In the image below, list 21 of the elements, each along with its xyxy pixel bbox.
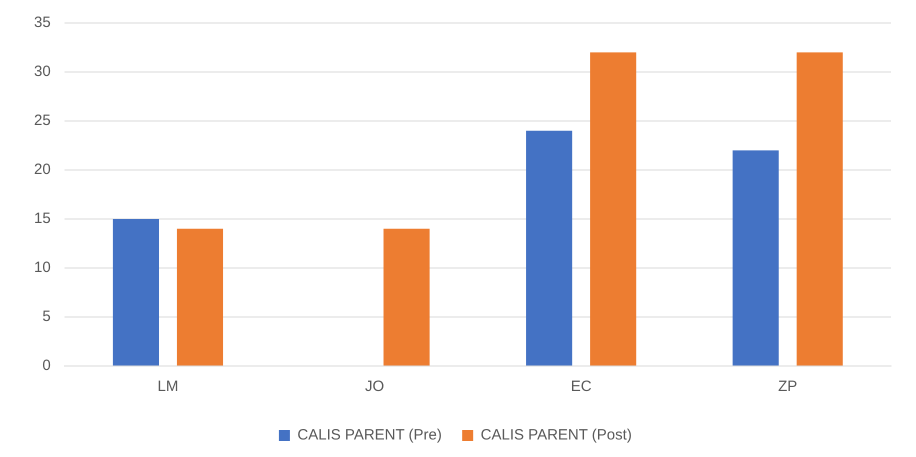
bar bbox=[112, 219, 160, 366]
y-tick-label: 15 bbox=[34, 210, 51, 228]
bar bbox=[176, 228, 224, 366]
y-tick-label: 30 bbox=[34, 63, 51, 80]
bar bbox=[526, 130, 572, 366]
y-tick-label: 25 bbox=[34, 112, 51, 130]
legend-label: CALIS PARENT (Post) bbox=[480, 426, 632, 444]
y-tick-label: 20 bbox=[34, 161, 51, 178]
bar bbox=[732, 150, 779, 366]
x-tick-label: ZP bbox=[778, 378, 798, 396]
bar bbox=[384, 228, 430, 366]
bar bbox=[590, 52, 636, 366]
x-tick-label: EC bbox=[570, 378, 592, 396]
x-tick-label: LM bbox=[158, 378, 178, 396]
y-tick-label: 0 bbox=[42, 357, 51, 374]
y-tick-label: 10 bbox=[34, 259, 51, 276]
legend-label: CALIS PARENT (Pre) bbox=[297, 426, 442, 444]
bar bbox=[796, 52, 843, 366]
y-tick-label: 5 bbox=[42, 308, 51, 326]
y-tick-label: 35 bbox=[34, 14, 51, 32]
x-tick-label: JO bbox=[364, 378, 384, 396]
